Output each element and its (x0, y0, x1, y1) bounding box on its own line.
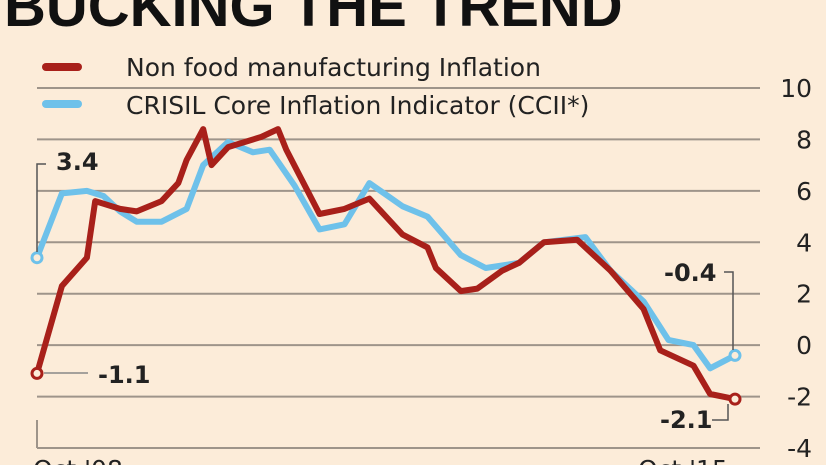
annotation-nonfood-start: -1.1 (98, 361, 150, 389)
y-tick-label: 4 (796, 228, 812, 257)
chart-title: BUCKING THE TREND (4, 0, 623, 39)
legend-label: Non food manufacturing Inflation (126, 53, 541, 82)
annotation-ccii-start: 3.4 (56, 148, 99, 176)
x-axis: Oct '08 Oct '15 (33, 420, 728, 465)
annotations: 3.4 -1.1 -0.4 -2.1 (36, 148, 734, 434)
y-tick-label: 10 (780, 74, 812, 103)
y-tick-label: -2 (787, 383, 812, 412)
y-tick-label: 6 (796, 177, 812, 206)
endpoint-marker (30, 366, 44, 380)
series-group (30, 126, 742, 406)
y-tick-label: 8 (796, 125, 812, 154)
y-tick-label: 2 (796, 280, 812, 309)
legend-swatch-non-food (42, 63, 82, 71)
y-tick-label: -4 (787, 434, 812, 463)
grid (37, 87, 760, 449)
y-axis: 10 8 6 4 2 0 -2 -4 (780, 74, 812, 463)
annotation-leader (36, 163, 46, 252)
series-line-0 (34, 126, 738, 403)
endpoint-marker (728, 348, 742, 362)
legend-swatch-ccii (42, 100, 82, 108)
annotation-ccii-end: -0.4 (664, 259, 716, 287)
endpoint-marker (30, 251, 44, 265)
legend-label: CRISIL Core Inflation Indicator (CCII*) (126, 91, 589, 120)
annotation-leader (724, 271, 734, 350)
legend: Non food manufacturing Inflation CRISIL … (42, 53, 589, 120)
annotation-nonfood-end: -2.1 (660, 406, 712, 434)
x-tick-label: Oct '08 (33, 455, 123, 465)
endpoint-marker (728, 392, 742, 406)
y-tick-label: 0 (796, 331, 812, 360)
annotation-leader (712, 404, 729, 421)
series-line-1 (34, 139, 738, 372)
x-tick-label: Oct '15 (638, 455, 728, 465)
